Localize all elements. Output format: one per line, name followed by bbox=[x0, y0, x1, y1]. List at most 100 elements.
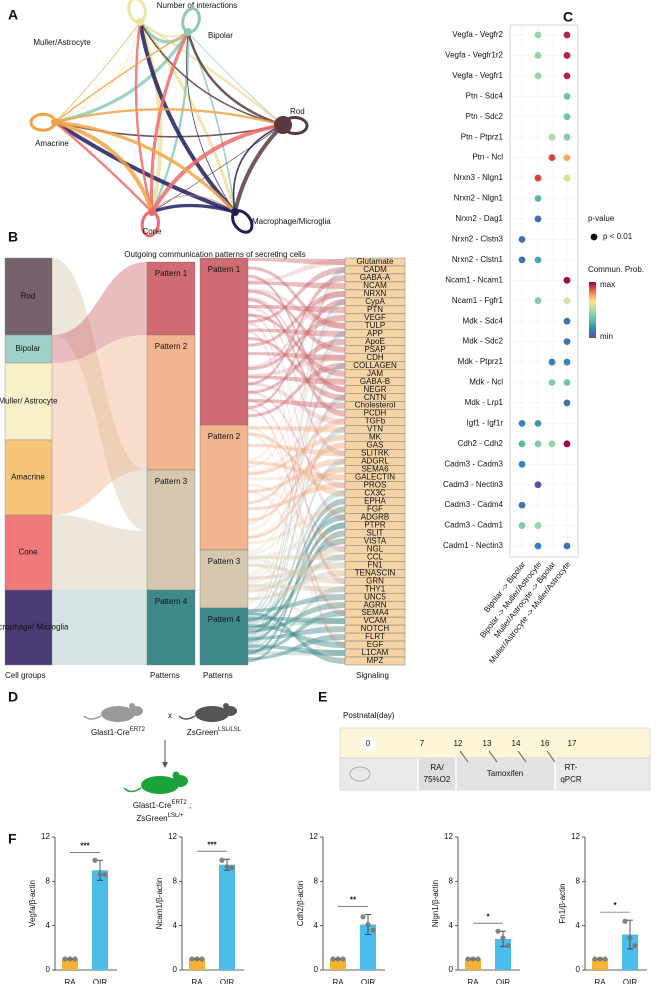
sankey-flow bbox=[248, 432, 345, 641]
pattern-box bbox=[146, 334, 196, 471]
pattern-box bbox=[146, 469, 196, 591]
row-label: Nrxn2 - Nlgn1 bbox=[454, 194, 504, 203]
y-tick-label: 4 bbox=[46, 921, 51, 930]
dot bbox=[563, 317, 571, 325]
significance: *** bbox=[80, 841, 90, 850]
colorbar bbox=[589, 282, 596, 338]
sankey-flow bbox=[248, 321, 345, 585]
y-tick-label: 4 bbox=[576, 921, 581, 930]
sankey-flow bbox=[248, 602, 345, 633]
sankey-axis-label: Patterns bbox=[203, 671, 233, 680]
sankey-flow bbox=[248, 482, 345, 511]
mouse-green bbox=[123, 771, 188, 794]
dot bbox=[563, 542, 571, 550]
y-tick-label: 0 bbox=[449, 965, 454, 974]
pattern-label: Pattern 2 bbox=[208, 432, 241, 441]
network-edge bbox=[134, 21, 154, 213]
data-point bbox=[340, 956, 346, 962]
dot bbox=[563, 92, 571, 100]
bar bbox=[592, 958, 608, 970]
data-point bbox=[199, 956, 205, 962]
row-label: Mdk - Lrp1 bbox=[465, 398, 504, 407]
pattern-box bbox=[199, 607, 249, 666]
panel-label: E bbox=[318, 689, 327, 705]
sankey-flow bbox=[248, 259, 345, 283]
signaling-label: CCL bbox=[367, 552, 384, 561]
data-point bbox=[194, 956, 200, 962]
offspring-genotype-sup: LSL/+ bbox=[168, 813, 184, 819]
sankey-flow bbox=[248, 274, 345, 386]
y-tick-label: 8 bbox=[449, 876, 454, 885]
y-tick-label: 12 bbox=[571, 832, 580, 841]
sankey-flow bbox=[52, 258, 147, 531]
offspring-genotype: ZsGreenLSL/+ bbox=[137, 813, 184, 824]
bar bbox=[219, 864, 235, 970]
dot bbox=[548, 358, 556, 366]
data-point bbox=[592, 956, 598, 962]
network-edge bbox=[138, 21, 237, 214]
network-edge bbox=[150, 123, 284, 214]
pattern-label: Pattern 2 bbox=[155, 342, 188, 351]
cell-group-label: Amacrine bbox=[11, 473, 45, 482]
sankey-flow bbox=[248, 489, 345, 609]
sankey-flow bbox=[248, 328, 345, 337]
signaling-label: UNC5 bbox=[364, 592, 386, 601]
dot bbox=[534, 297, 542, 305]
injection-icon bbox=[488, 750, 498, 763]
network-edge bbox=[54, 21, 141, 123]
y-tick-label: 4 bbox=[314, 921, 319, 930]
injection-icon bbox=[517, 750, 527, 763]
y-tick-label: 0 bbox=[576, 965, 581, 974]
sankey-flow bbox=[248, 305, 345, 457]
y-tick-label: 0 bbox=[314, 965, 319, 974]
sankey-flow bbox=[248, 390, 345, 489]
pattern-label: Pattern 3 bbox=[208, 557, 241, 566]
network-node bbox=[136, 18, 144, 26]
y-axis-label: Ncam1/β-actin bbox=[155, 878, 164, 930]
sankey-flow bbox=[248, 530, 345, 559]
signaling-label: Glutamate bbox=[357, 257, 394, 266]
legend-dot bbox=[590, 233, 598, 241]
sankey-flow bbox=[248, 498, 345, 585]
y-tick-label: 8 bbox=[173, 876, 178, 885]
sankey-flow bbox=[248, 352, 345, 361]
x-tick-label: RA bbox=[332, 978, 344, 984]
sankey-flow bbox=[52, 515, 147, 590]
sankey-flow bbox=[248, 314, 345, 526]
data-point bbox=[335, 956, 341, 962]
data-point bbox=[102, 872, 108, 878]
signaling-label: GABA-A bbox=[360, 273, 391, 282]
signaling-label: FLRT bbox=[365, 632, 385, 641]
sankey-flow bbox=[248, 314, 345, 371]
sankey-flow bbox=[248, 370, 345, 579]
data-point bbox=[360, 914, 366, 920]
sankey-flow bbox=[248, 266, 345, 324]
mouse-gray bbox=[83, 703, 143, 722]
node-label: Amacrine bbox=[35, 139, 69, 148]
dot bbox=[563, 52, 571, 59]
sankey-flow bbox=[248, 530, 345, 663]
pattern-label: Pattern 3 bbox=[155, 477, 188, 486]
dot bbox=[548, 133, 556, 141]
dot bbox=[563, 276, 571, 284]
dot bbox=[563, 379, 571, 386]
data-point bbox=[219, 857, 225, 863]
sankey-flow bbox=[248, 378, 345, 532]
parent-genotype: ZsGreenLSL/LSL bbox=[187, 727, 242, 738]
dot bbox=[534, 174, 542, 182]
sankey-flow bbox=[248, 624, 345, 649]
row-label: Nrxn3 - Nlgn1 bbox=[454, 173, 504, 182]
x-tick-label: OIR bbox=[220, 978, 234, 984]
signaling-label: PCDH bbox=[364, 409, 387, 418]
pattern-label: Pattern 4 bbox=[155, 597, 188, 606]
x-tick-label: RA bbox=[594, 978, 606, 984]
data-point bbox=[627, 935, 633, 941]
bar bbox=[465, 958, 481, 970]
sankey-flow bbox=[248, 282, 345, 462]
offspring-genotype-tail: ; bbox=[187, 801, 191, 810]
parent-genotype-sup: LSL/LSL bbox=[218, 727, 242, 733]
row-label: Nrxn2 - Clstn1 bbox=[452, 255, 504, 264]
sankey-flow bbox=[248, 305, 345, 313]
signaling-label: CADM bbox=[363, 265, 387, 274]
legend-title: p-value bbox=[588, 214, 615, 223]
